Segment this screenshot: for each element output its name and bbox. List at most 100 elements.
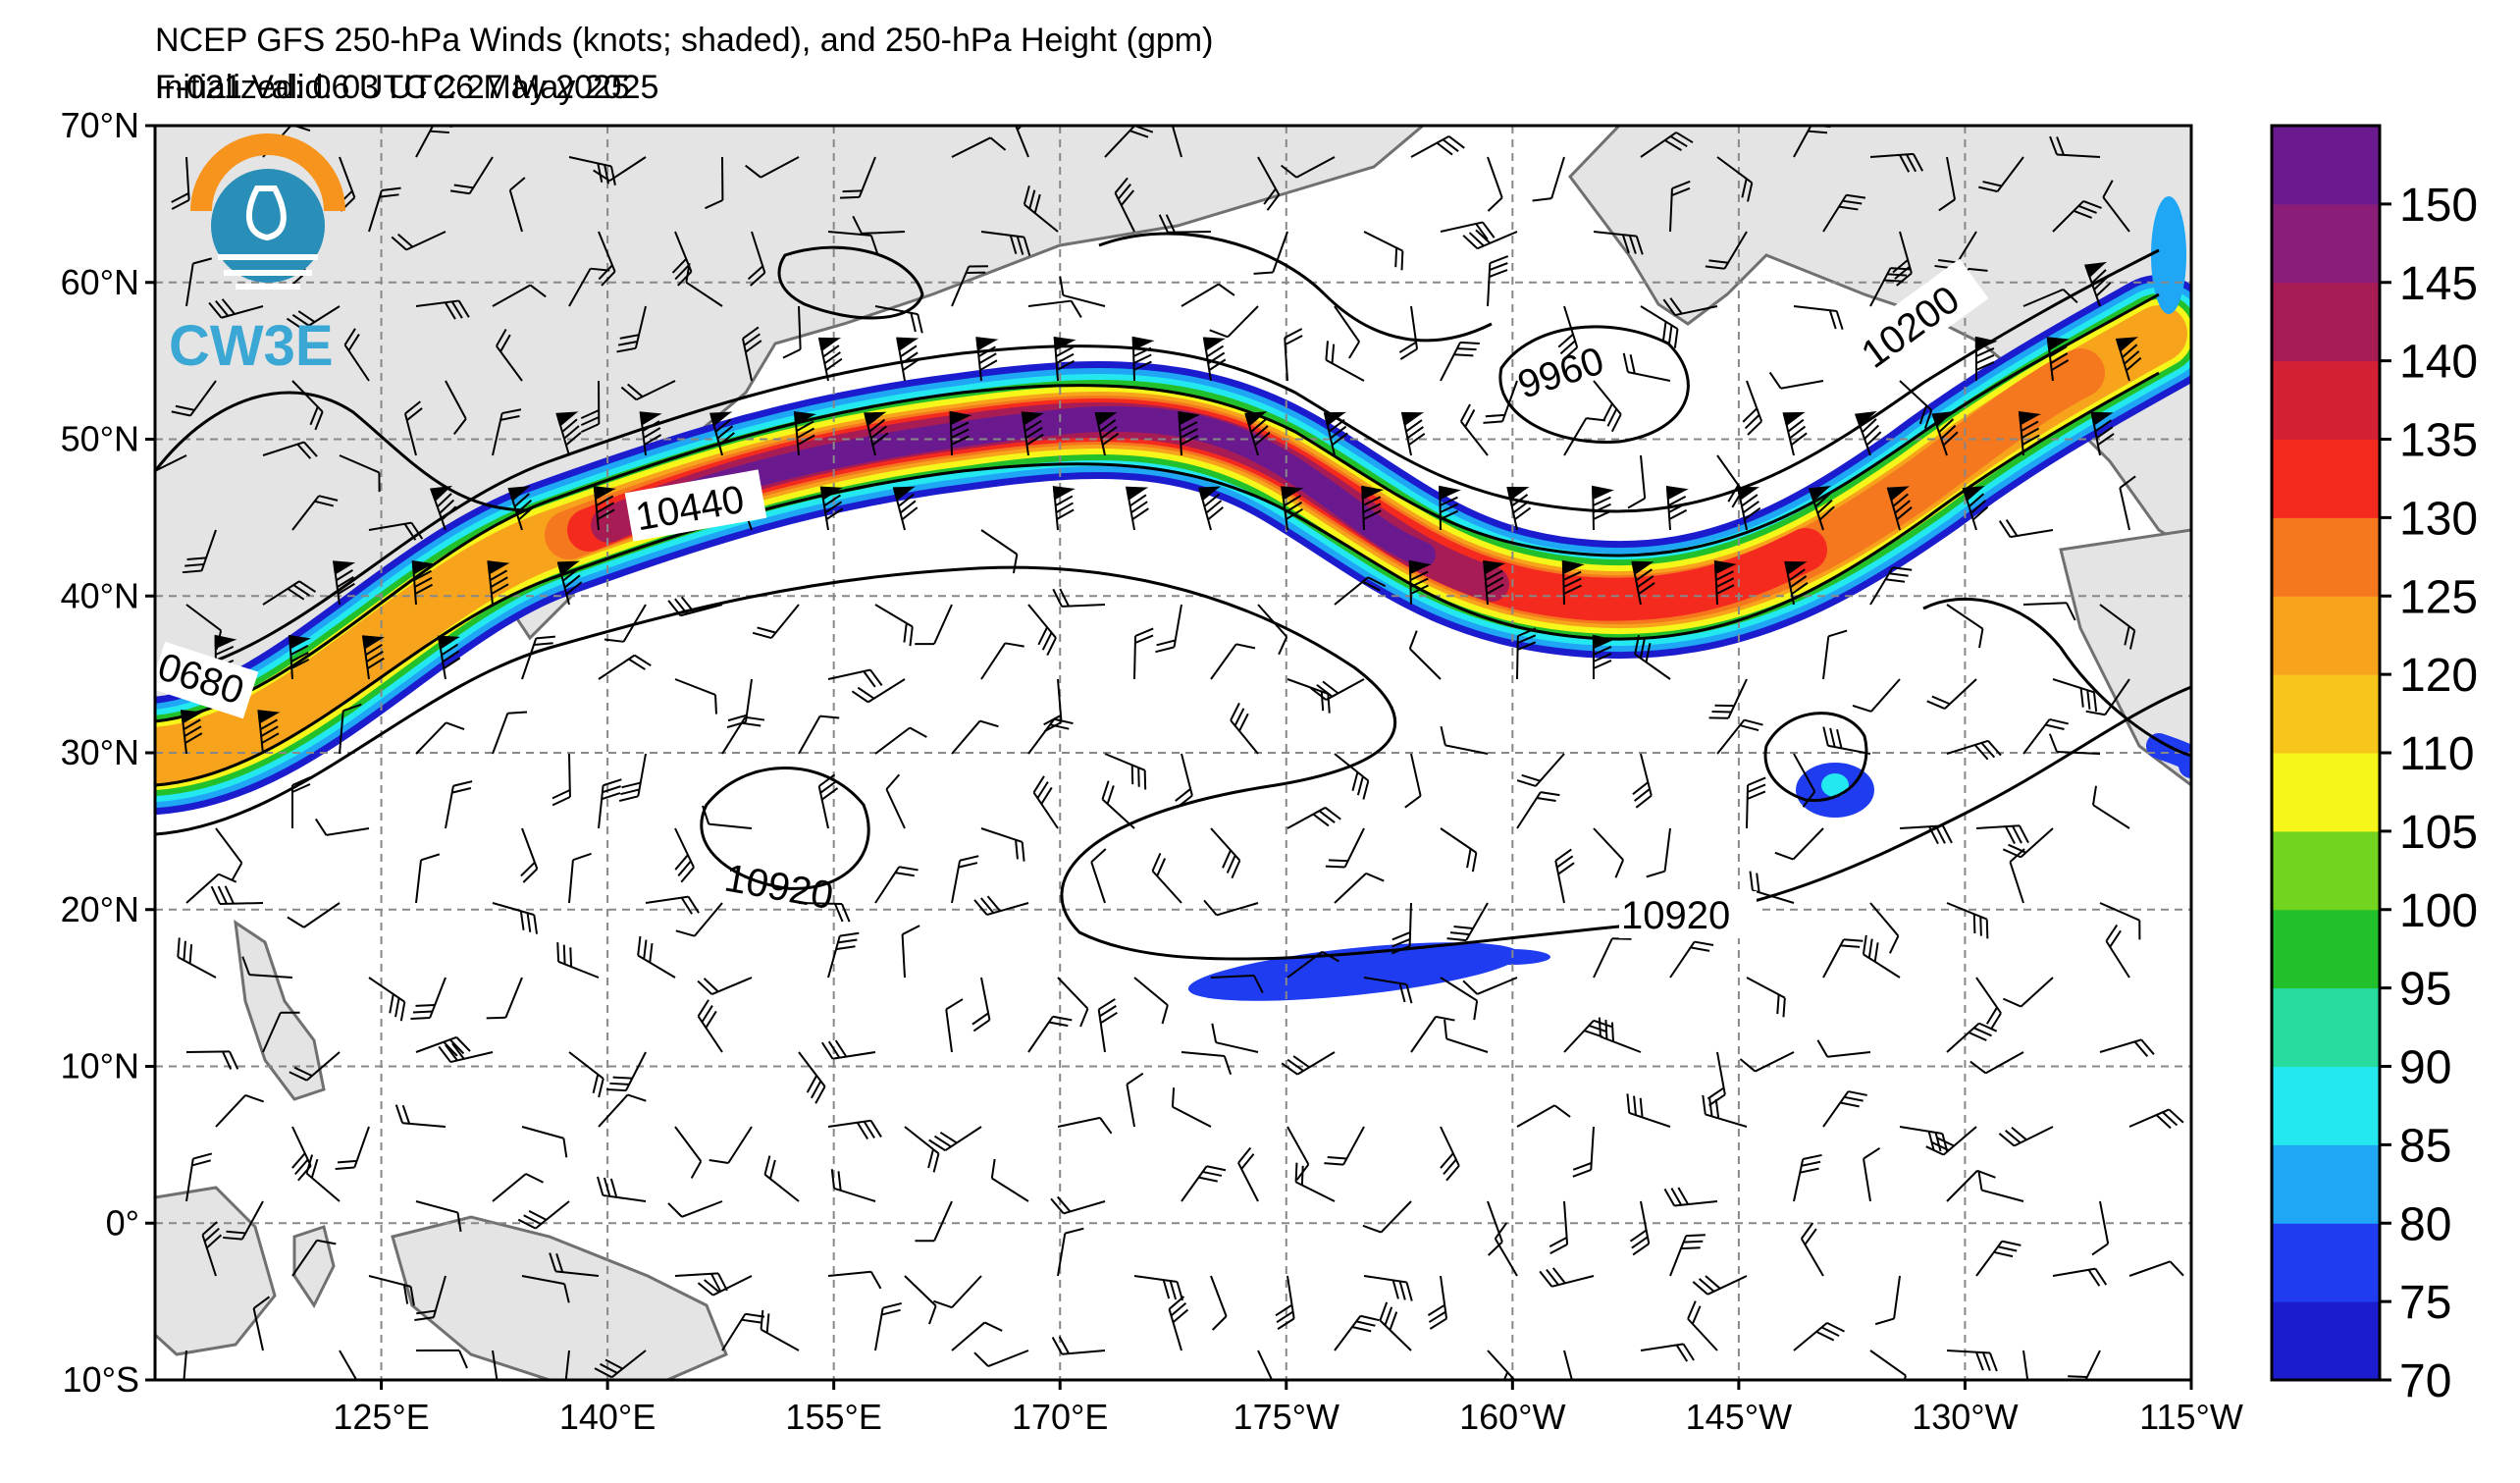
wind-barb	[430, 485, 457, 531]
wind-barb	[1133, 627, 1154, 680]
wind-barb	[2102, 180, 2130, 233]
wind-barb	[208, 298, 264, 319]
wind-barb	[1739, 1051, 1795, 1073]
wind-barb	[1275, 1275, 1295, 1330]
wind-barb	[901, 925, 920, 979]
wind-barb	[486, 977, 523, 1020]
wind-barb	[1440, 341, 1480, 382]
wind-barb	[616, 305, 647, 353]
wind-barb	[980, 642, 1024, 680]
wind-barb	[674, 827, 695, 883]
wind-barb	[1209, 305, 1259, 339]
wind-barb	[864, 411, 889, 456]
lat-label: 0°	[106, 1202, 139, 1243]
wind-barb	[2091, 1200, 2110, 1256]
contour-okhotsk-low	[777, 245, 924, 320]
wind-barb	[1852, 678, 1901, 713]
wind-barb	[415, 1349, 468, 1369]
wind-barb	[1011, 126, 1032, 158]
wind-barb	[2052, 678, 2098, 712]
wind-barb	[1998, 1126, 2054, 1147]
wind-barb	[1398, 305, 1419, 360]
wind-barb	[1057, 1116, 1113, 1135]
wind-barb	[155, 454, 187, 476]
wind-barb	[289, 1051, 341, 1082]
wind-barb	[343, 328, 370, 382]
wind-barb	[1334, 872, 1385, 904]
lat-label: 20°N	[61, 889, 139, 929]
wind-barb	[639, 411, 662, 456]
wind-barb	[1211, 1023, 1259, 1053]
wind-barb	[1713, 559, 1737, 606]
wind-barb	[368, 186, 401, 233]
wind-barb	[1334, 753, 1370, 800]
wind-barb	[1097, 998, 1118, 1053]
wind-barb	[391, 231, 446, 251]
wind-barb	[1692, 1275, 1748, 1296]
wind-barb	[2052, 199, 2102, 233]
wind-barb	[291, 1126, 312, 1182]
wind-barb	[1716, 718, 1763, 755]
wind-barb	[1822, 938, 1864, 979]
wind-barb	[1669, 180, 1691, 233]
wind-barb	[287, 902, 341, 928]
wind-barb	[817, 337, 843, 382]
wind-barb	[2022, 717, 2069, 755]
lon-label: 155°E	[785, 1397, 881, 1437]
wind-barb	[2018, 411, 2042, 456]
lat-label: 70°N	[61, 105, 139, 145]
wind-barb	[2099, 604, 2136, 650]
wind-barb	[1334, 576, 1387, 606]
wind-barb	[563, 1350, 570, 1380]
wind-barb	[1822, 193, 1866, 233]
colorbar-segment	[2272, 1223, 2380, 1302]
wind-barb	[1669, 940, 1714, 979]
wind-barb	[1768, 371, 1824, 390]
wind-barb	[1516, 791, 1560, 829]
wind-barb	[598, 778, 622, 829]
wind-barb	[1168, 126, 1182, 158]
wind-barb	[1736, 486, 1761, 531]
colorbar-segment	[2272, 596, 2380, 675]
wind-barb	[709, 1126, 753, 1164]
wind-barb	[1869, 267, 1911, 307]
wind-barb	[1363, 231, 1404, 271]
wind-barb	[1784, 560, 1809, 606]
wind-barb	[2022, 602, 2076, 621]
wind-barb	[1334, 1314, 1380, 1351]
wind-barb	[1253, 231, 1288, 275]
colorbar-label: 80	[2399, 1198, 2451, 1250]
wind-barb	[1749, 871, 1795, 904]
wind-barb	[1230, 702, 1259, 755]
wind-barb	[951, 265, 988, 307]
wind-barb	[793, 411, 817, 456]
land-masses	[155, 126, 2191, 1380]
wind-barb	[1027, 604, 1057, 657]
wind-barb	[896, 337, 919, 382]
wind-barb	[368, 521, 424, 541]
wind-barb	[1800, 1222, 1824, 1277]
wind-barb	[556, 942, 600, 979]
wind-barb	[1203, 899, 1259, 917]
wind-barb	[1284, 328, 1303, 382]
wind-barb	[414, 1275, 446, 1322]
wind-barb	[1946, 739, 2002, 761]
colorbar-segment	[2272, 987, 2380, 1067]
wind-barb	[702, 805, 753, 829]
wind-barb	[1705, 231, 1748, 270]
wind-barb	[1822, 629, 1848, 680]
wind-barb	[598, 231, 616, 287]
colorbar-label: 130	[2399, 493, 2478, 545]
wind-barb	[827, 231, 879, 254]
wind-barb	[556, 560, 583, 606]
logo-text: CW3E	[169, 314, 334, 378]
wind-barb	[1404, 753, 1422, 809]
wind-barb	[1822, 1090, 1867, 1128]
wind-barb	[368, 1275, 415, 1306]
wind-barb	[1400, 411, 1426, 456]
wind-barb	[782, 305, 802, 359]
wind-barb	[215, 1093, 265, 1128]
wind-barb	[1446, 902, 1489, 942]
wind-barb	[726, 678, 753, 728]
wind-barb	[1869, 1350, 1907, 1380]
